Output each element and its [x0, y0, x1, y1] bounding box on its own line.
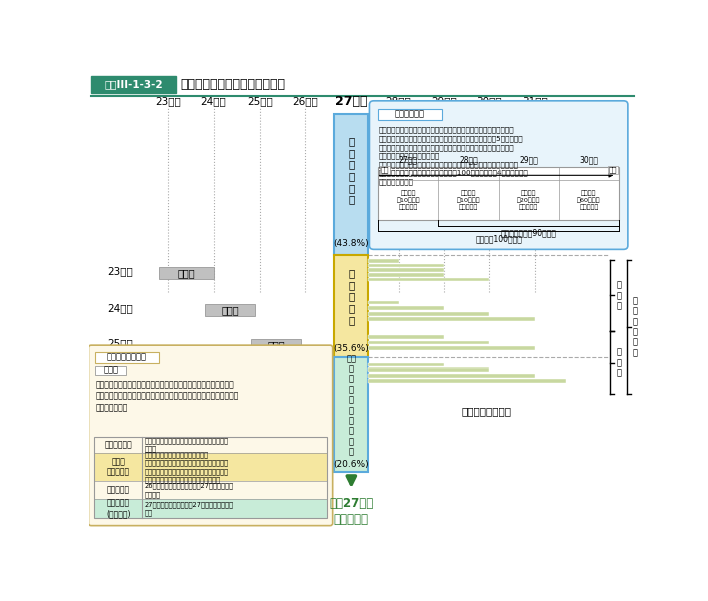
Text: 27年度: 27年度 — [399, 156, 418, 165]
Bar — [159, 267, 214, 279]
Bar — [94, 453, 327, 481]
Bar — [368, 346, 535, 350]
Text: 後年度負担額（90億円）: 後年度負担額（90億円） — [501, 228, 556, 237]
Text: 物件費
（事業費）: 物件費 （事業費） — [107, 457, 130, 477]
Bar — [251, 339, 301, 351]
Bar — [368, 374, 535, 377]
Text: 31年度: 31年度 — [522, 96, 547, 106]
Bar — [368, 368, 489, 372]
Text: 23年度: 23年度 — [108, 266, 133, 276]
Text: 24年度: 24年度 — [108, 303, 133, 313]
Text: 図表III-1-3-2: 図表III-1-3-2 — [104, 79, 163, 90]
Text: 30年度: 30年度 — [579, 156, 598, 165]
Text: 一部支払
（20億円）
歳出化経費: 一部支払 （20億円） 歳出化経費 — [517, 191, 540, 210]
Text: 24年度: 24年度 — [201, 96, 227, 106]
Bar — [297, 371, 331, 383]
Text: 装備品の調達・修理・整備油の購入
隊員の教育訓練、施設整備、光熱水料などの営
舎費、技術研究開発、周辺対策や在日米軍駐留
経費などの基地対策経費などにかかる経費: 装備品の調達・修理・整備油の購入 隊員の教育訓練、施設整備、光熱水料などの営 舎… — [144, 452, 229, 483]
Text: 人
件
・
糧
食
費: 人 件 ・ 糧 食 費 — [348, 136, 355, 204]
Text: 29年度: 29年度 — [431, 96, 457, 106]
Bar — [94, 499, 327, 518]
Text: 歳
出
化
経
費: 歳 出 化 経 費 — [348, 269, 355, 325]
Text: 平成27年度
防衛関係費: 平成27年度 防衛関係費 — [329, 497, 373, 526]
Bar — [368, 335, 444, 339]
Text: 28年度: 28年度 — [459, 156, 478, 165]
FancyBboxPatch shape — [95, 365, 126, 375]
FancyBboxPatch shape — [91, 76, 176, 93]
Text: 契　約: 契 約 — [222, 305, 239, 316]
Bar — [368, 317, 535, 320]
Text: 25年度: 25年度 — [108, 338, 133, 348]
Text: (20.6%): (20.6%) — [333, 460, 369, 469]
Text: 23年度: 23年度 — [155, 96, 181, 106]
Text: (43.8%): (43.8%) — [333, 239, 369, 248]
FancyBboxPatch shape — [377, 109, 442, 120]
Text: 27年度の契約に基づき、27年度に支払われる
経費: 27年度の契約に基づき、27年度に支払われる 経費 — [144, 501, 234, 516]
Bar — [368, 278, 489, 281]
Text: 防衛力整備においては、装備品の調達や施設の整備などに複数年度
を要するものが多い。このため、複数年度に及ぶ契約（原則5年以内）を
行い、将来の一定時期に支払うこ: 防衛力整備においては、装備品の調達や施設の整備などに複数年度 を要するものが多い… — [378, 127, 528, 185]
Bar — [378, 167, 619, 220]
Text: 30年度: 30年度 — [476, 96, 502, 106]
Text: 後
年
度
負
担
額: 後 年 度 負 担 額 — [633, 296, 638, 357]
Text: 物件費契約ベース: 物件費契約ベース — [462, 406, 511, 416]
Bar — [368, 363, 444, 367]
Text: 歳出額: 歳出額 — [103, 365, 118, 374]
Text: 一般物件費
(活動経費): 一般物件費 (活動経費) — [106, 499, 130, 518]
FancyBboxPatch shape — [88, 345, 333, 526]
Bar — [334, 255, 368, 357]
Text: 契約: 契約 — [380, 167, 389, 174]
Text: 契約額（100億円）: 契約額（100億円） — [475, 234, 522, 243]
Text: 歳出額と新規後年度負担の関係: 歳出額と新規後年度負担の関係 — [181, 78, 286, 91]
Text: 防衛関係費は、人件・糧食費と物件費（事業費）に大別される。
さらに、物件費（事業費）は、歳出化経費と一般物件費（活動経費）
に分けられる。: 防衛関係費は、人件・糧食費と物件費（事業費）に大別される。 さらに、物件費（事業… — [96, 380, 239, 412]
Bar — [94, 437, 327, 518]
Text: 一部支払
（10億円）
歳出化経費: 一部支払 （10億円） 歳出化経費 — [457, 191, 480, 210]
Bar — [368, 312, 489, 316]
Bar — [368, 367, 489, 371]
Text: 後年度負担額: 後年度負担額 — [394, 110, 425, 119]
Text: 26年度: 26年度 — [292, 96, 318, 106]
Bar — [368, 341, 489, 344]
Text: 契　約: 契 約 — [304, 400, 322, 410]
Text: 25年度: 25年度 — [247, 96, 273, 106]
Bar — [368, 259, 399, 263]
Text: 既
定
分: 既 定 分 — [617, 281, 622, 310]
Bar — [368, 268, 444, 272]
Text: (35.6%): (35.6%) — [333, 344, 369, 353]
Text: 26年度以前の契約に基づき、27年度に支払わ
れる経費: 26年度以前の契約に基づき、27年度に支払わ れる経費 — [144, 483, 234, 498]
Text: 契　約: 契 約 — [178, 269, 195, 278]
FancyBboxPatch shape — [370, 101, 628, 249]
Text: 契　約: 契 約 — [268, 340, 285, 350]
Bar — [368, 374, 535, 377]
Text: 歳出化経費: 歳出化経費 — [107, 486, 130, 495]
Bar — [368, 307, 444, 310]
Text: 26年度: 26年度 — [108, 370, 133, 380]
Bar — [368, 264, 444, 267]
Text: 29年度: 29年度 — [520, 156, 538, 165]
Text: 27年度: 27年度 — [334, 95, 367, 108]
Text: 契　約: 契 約 — [305, 373, 323, 383]
Text: 一部支払
（10億円）
一般物件費: 一部支払 （10億円） 一般物件費 — [396, 191, 420, 210]
Text: 人件・糧食費: 人件・糧食費 — [104, 441, 132, 450]
Bar — [334, 357, 368, 472]
Bar — [368, 300, 399, 305]
Bar — [368, 273, 444, 276]
FancyBboxPatch shape — [95, 352, 159, 363]
Text: 新
規
分: 新 規 分 — [617, 347, 622, 377]
Text: 残額支払
（60億円）
歳出化経費: 残額支払 （60億円） 歳出化経費 — [577, 191, 601, 210]
Text: 納入: 納入 — [608, 167, 617, 174]
Text: 隊員の給与、退職金、営内での食事などにかか
る経費: 隊員の給与、退職金、営内での食事などにかか る経費 — [144, 438, 229, 452]
Bar — [205, 305, 255, 317]
Text: 28年度: 28年度 — [386, 96, 411, 106]
Text: 防衛関係費の構造: 防衛関係費の構造 — [107, 353, 147, 362]
Bar — [334, 114, 368, 255]
Bar — [368, 379, 566, 383]
Text: （活
動
経
費
）
一
般
物
件
費: （活 動 経 費 ） 一 般 物 件 費 — [346, 354, 356, 457]
